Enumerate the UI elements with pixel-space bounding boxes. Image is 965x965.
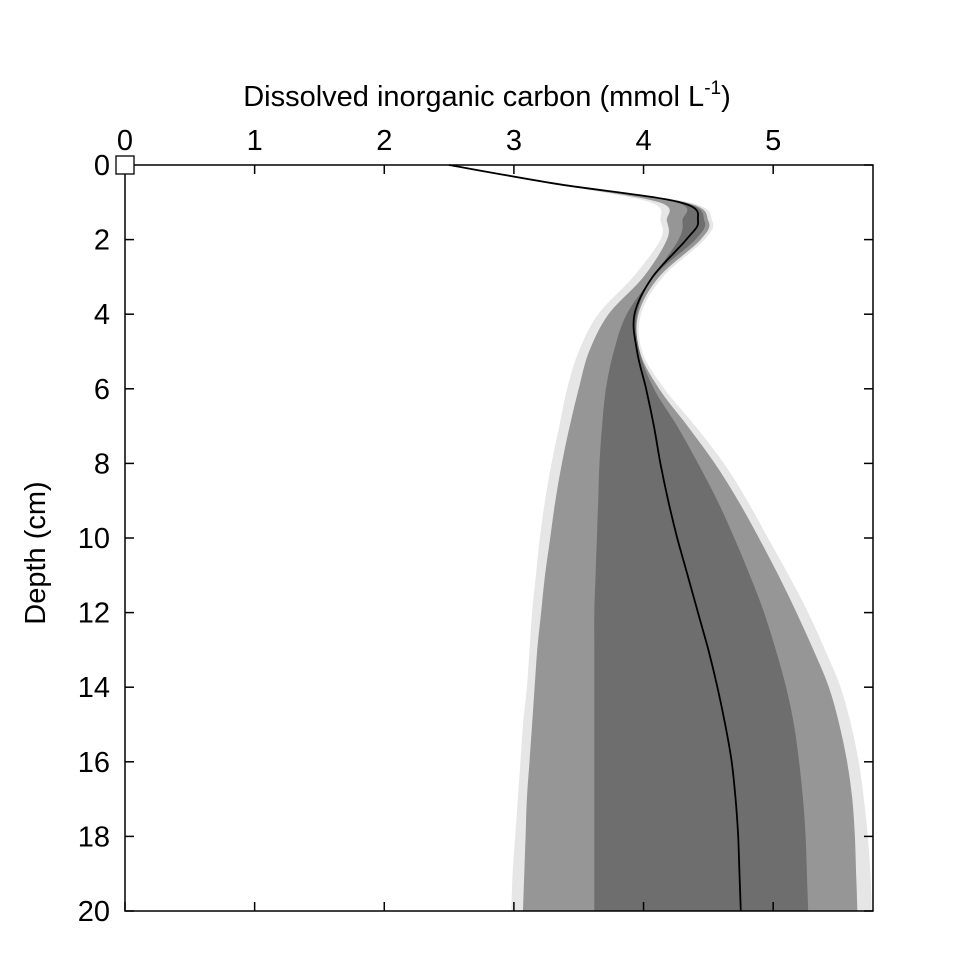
x-tick-label: 3 [506,125,522,157]
x-tick-label: 4 [635,125,651,157]
y-tick-label: 4 [94,299,110,331]
y-tick-label: 2 [94,225,110,257]
y-tick-labels: 0 2 4 6 8 10 12 14 16 18 20 [78,150,110,928]
y-tick-label: 18 [78,821,110,853]
x-tick-labels: 0 1 2 3 4 5 [117,125,781,157]
y-axis-title: Depth (cm) [20,481,52,624]
series-line-1 [448,164,742,912]
uncertainty-band-3 [447,165,809,911]
data-series [448,164,742,912]
x-axis-title: Dissolved inorganic carbon (mmol L-1) [243,78,731,113]
x-tick-label: 1 [247,125,263,157]
x-tick-label: 5 [765,125,781,157]
y-tick-label: 14 [78,672,110,704]
y-tick-label: 6 [94,374,110,406]
y-tick-label: 12 [78,598,110,630]
y-tick-label: 16 [78,747,110,779]
y-tick-label: 10 [78,523,110,555]
x-tick-label: 0 [117,125,133,157]
y-tick-label: 20 [78,896,110,928]
x-axis-title-superscript: -1 [704,78,721,99]
x-axis-title-main: Dissolved inorganic carbon (mmol L [243,81,704,113]
square-marker [115,155,135,175]
y-tick-label: 0 [94,150,110,182]
uncertainty-bands [446,165,872,911]
y-tick-label: 8 [94,448,110,480]
x-tick-label: 2 [376,125,392,157]
origin-marker [115,155,135,175]
x-axis-title-close: ) [721,81,731,113]
